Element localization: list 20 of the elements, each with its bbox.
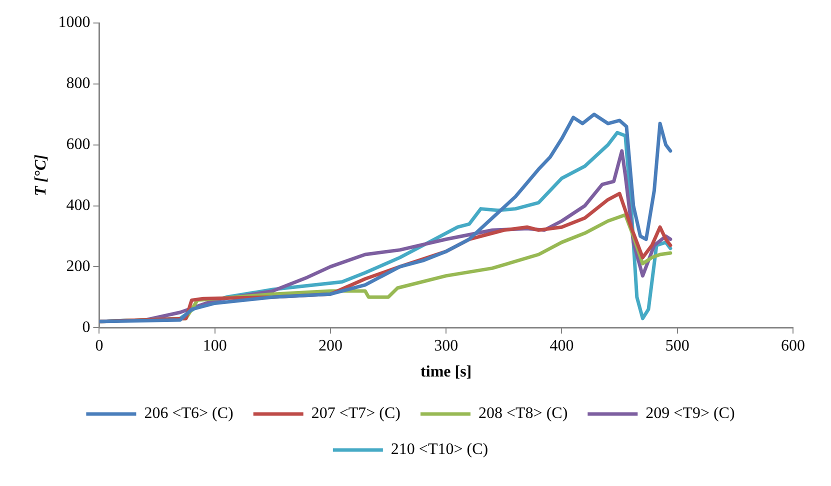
legend-label: 209 <T9> (C) <box>646 405 735 422</box>
x-tick-label: 500 <box>665 337 690 354</box>
y-axis-title: T [°C] <box>32 154 50 196</box>
x-tick-label: 300 <box>434 337 458 354</box>
y-tick-label: 400 <box>66 196 90 214</box>
y-tick-label: 800 <box>66 75 90 92</box>
y-tick-label: 1000 <box>58 14 90 32</box>
legend-label: 207 <T7> (C) <box>311 405 401 422</box>
x-tick-label: 0 <box>95 337 104 354</box>
x-axis-title: time [s] <box>420 364 472 381</box>
x-tick-label: 600 <box>781 337 805 354</box>
legend-label: 208 <T8> (C) <box>478 405 568 422</box>
x-tick-label: 400 <box>550 337 574 354</box>
x-tick-label: 200 <box>318 337 342 354</box>
y-tick-label: 200 <box>66 258 90 275</box>
legend-label: 206 <T6> (C) <box>144 405 234 422</box>
y-tick-label: 0 <box>82 318 90 336</box>
legend-label: 210 <T10> (C) <box>390 441 488 458</box>
y-tick-label: 600 <box>66 136 90 154</box>
x-tick-label: 100 <box>202 337 227 354</box>
